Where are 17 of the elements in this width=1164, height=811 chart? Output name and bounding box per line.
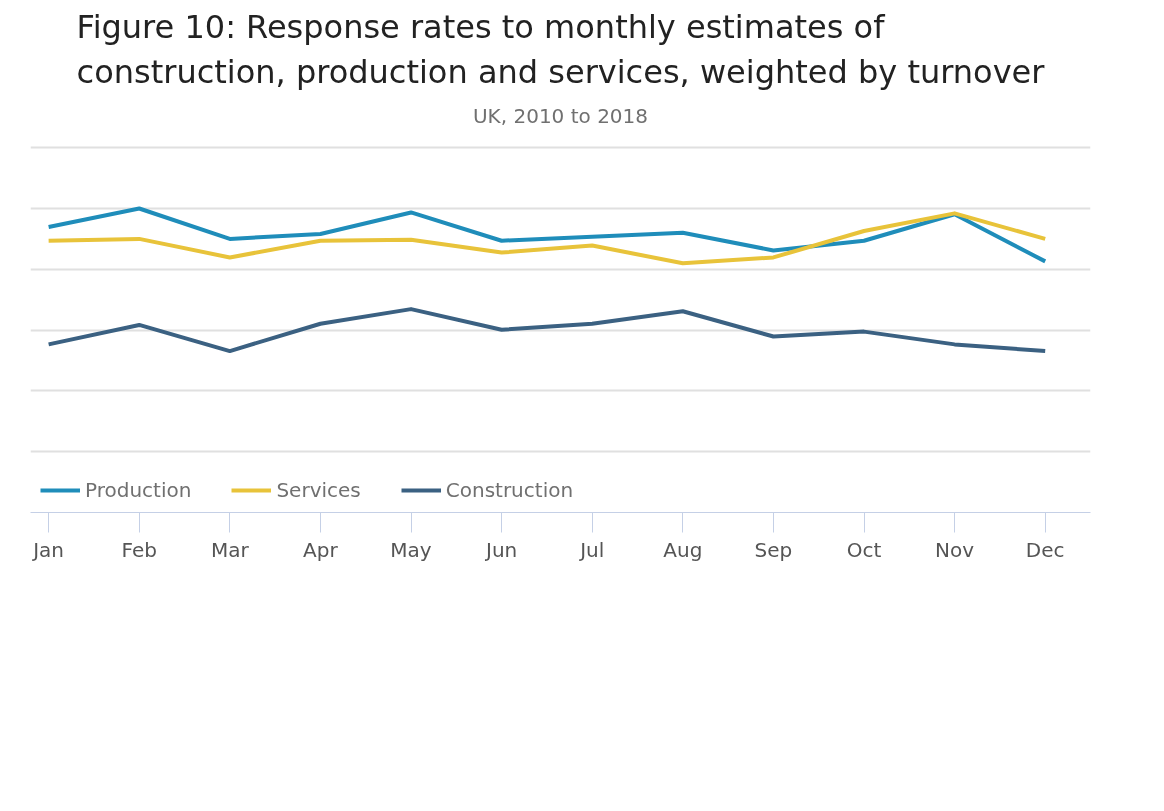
x-tick-label: Nov: [935, 537, 975, 562]
x-tick-label: Sep: [754, 537, 793, 562]
x-tick-label: May: [390, 537, 432, 562]
x-tick-label: Apr: [303, 537, 339, 562]
legend-label: Services: [276, 478, 361, 502]
x-tick-label: Jun: [483, 537, 518, 562]
x-tick-label: Jul: [578, 537, 605, 562]
x-tick-label: Aug: [663, 537, 703, 562]
x-tick-label: Dec: [1025, 537, 1065, 562]
legend-label: Production: [85, 478, 192, 502]
chart-title: Figure 10: Response rates to monthly estimates of construction, production and services, weighted by turnover: [76, 7, 1046, 92]
x-tick-label: Mar: [210, 537, 250, 562]
chart-subtitle: UK, 2010 to 2018: [472, 103, 649, 128]
legend-label: Construction: [445, 478, 574, 502]
x-tick-label: Feb: [121, 537, 157, 562]
x-tick-label: Oct: [846, 537, 882, 562]
x-tick-label: Jan: [31, 537, 65, 562]
